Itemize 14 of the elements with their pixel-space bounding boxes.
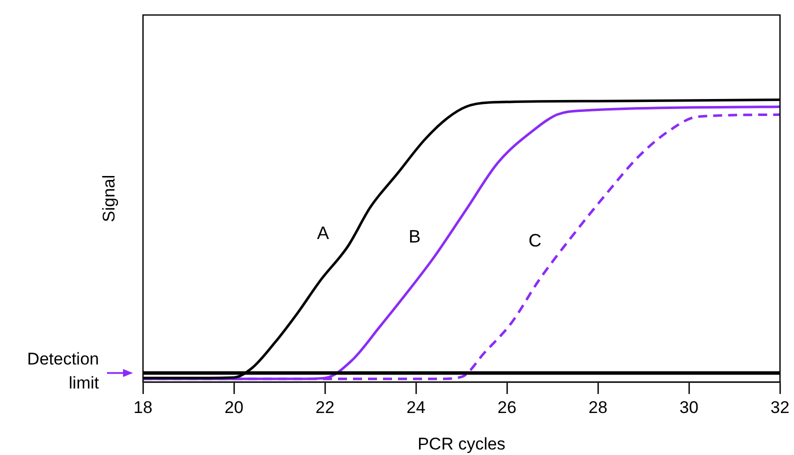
x-tick-label: 32 [770,398,790,417]
y-axis-title: Signal [100,174,119,222]
x-tick-label: 26 [498,398,516,417]
x-tick-label: 28 [588,398,608,417]
x-tick-label: 22 [316,398,334,417]
ref-line-label: Detection limit [27,350,100,393]
series-label: B [408,226,421,246]
x-tick-label: 30 [680,398,698,417]
x-tick-label: 24 [406,398,426,417]
x-tick-label: 18 [134,398,152,417]
series-label: C [528,230,542,251]
x-tick-label: 20 [224,398,244,417]
x-axis-title: PCR cycles [418,434,506,454]
series-label: A [316,222,330,243]
